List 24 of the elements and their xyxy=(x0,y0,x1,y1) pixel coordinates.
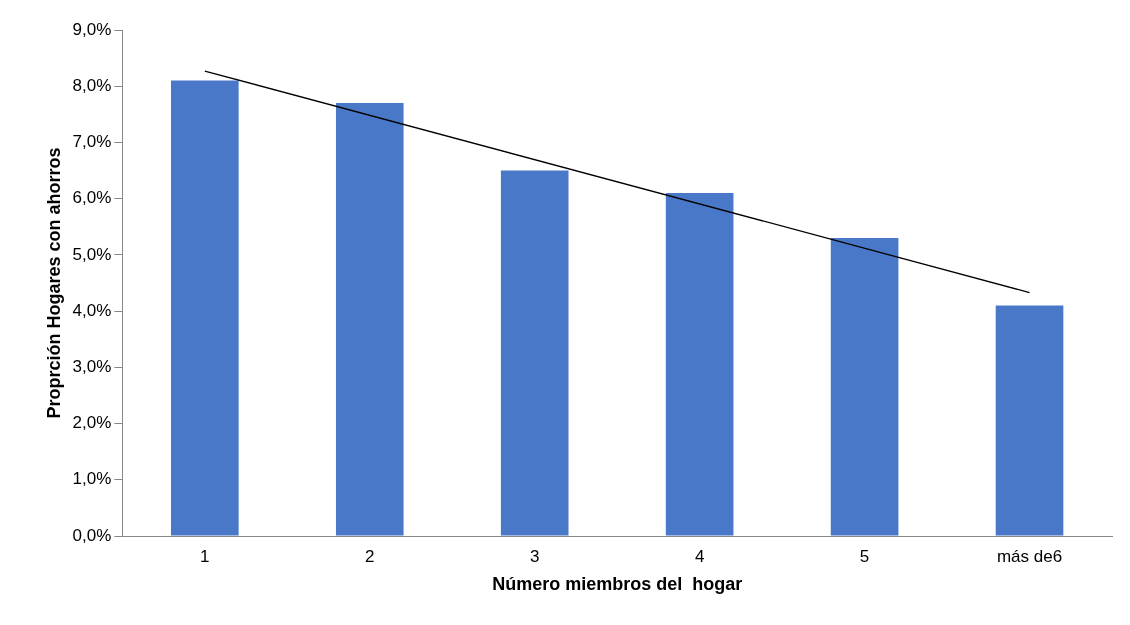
y-axis-title: Proprción Hogares con ahorros xyxy=(43,147,64,419)
x-tick-label: 1 xyxy=(200,546,210,566)
bar xyxy=(830,238,899,536)
y-tick-label: 1,0% xyxy=(72,469,112,489)
bar xyxy=(665,193,734,536)
y-tick-label: 4,0% xyxy=(72,300,112,320)
x-tick-label: 4 xyxy=(694,546,705,566)
x-tick-label: 2 xyxy=(365,546,375,566)
y-tick-label: 0,0% xyxy=(72,525,112,545)
y-tick-label: 2,0% xyxy=(72,413,112,433)
x-tick-label: más de6 xyxy=(996,546,1063,566)
bar xyxy=(500,170,569,536)
x-tick-label: 5 xyxy=(859,546,870,566)
bar xyxy=(335,103,404,536)
y-tick-label: 8,0% xyxy=(72,75,112,95)
y-tick-label: 7,0% xyxy=(72,132,112,152)
bar xyxy=(995,305,1064,536)
y-tick-label: 5,0% xyxy=(72,244,112,264)
x-axis-title: Número miembros del hogar xyxy=(492,574,743,595)
y-tick-label: 9,0% xyxy=(72,19,112,39)
bar xyxy=(171,80,239,536)
y-tick-label: 3,0% xyxy=(72,357,112,377)
x-tick-label: 3 xyxy=(529,546,540,566)
y-tick-label: 6,0% xyxy=(72,188,112,208)
